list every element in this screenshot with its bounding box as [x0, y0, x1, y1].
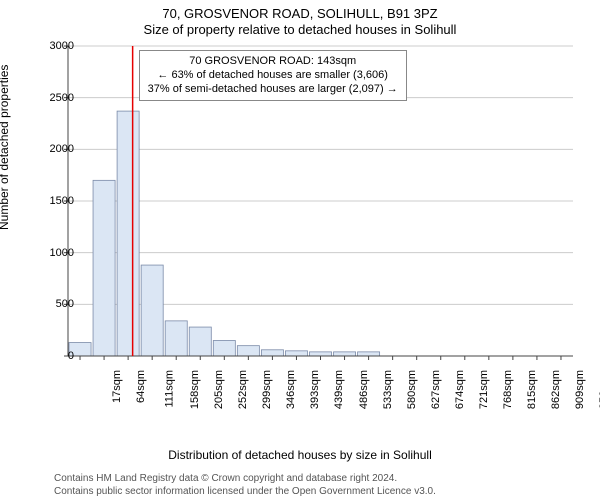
x-tick-label: 393sqm	[310, 370, 322, 409]
footer-attribution: Contains HM Land Registry data © Crown c…	[54, 473, 436, 498]
y-tick-label: 0	[36, 350, 74, 362]
y-tick-label: 500	[36, 298, 74, 310]
x-tick-label: 815sqm	[526, 370, 538, 409]
annotation-line3: 37% of semi-detached houses are larger (…	[148, 83, 398, 97]
annotation-line1: 70 GROSVENOR ROAD: 143sqm	[148, 55, 398, 69]
title-address: 70, GROSVENOR ROAD, SOLIHULL, B91 3PZ	[0, 6, 600, 21]
x-tick-label: 64sqm	[135, 370, 147, 403]
x-axis-label: Distribution of detached houses by size …	[0, 448, 600, 462]
x-tick-label: 909sqm	[574, 370, 586, 409]
y-axis-label: Number of detached properties	[0, 65, 11, 230]
x-tick-label: 486sqm	[358, 370, 370, 409]
chart-area: 70 GROSVENOR ROAD: 143sqm ← 63% of detac…	[60, 40, 580, 400]
x-tick-label: 674sqm	[454, 370, 466, 409]
footer-line1: Contains HM Land Registry data © Crown c…	[54, 473, 436, 486]
annotation-box: 70 GROSVENOR ROAD: 143sqm ← 63% of detac…	[139, 50, 407, 101]
x-tick-label: 158sqm	[189, 370, 201, 409]
x-tick-label: 862sqm	[550, 370, 562, 409]
y-tick-label: 3000	[36, 40, 74, 52]
x-tick-label: 346sqm	[285, 370, 297, 409]
x-tick-label: 580sqm	[406, 370, 418, 409]
x-tick-label: 627sqm	[430, 370, 442, 409]
title-subtitle: Size of property relative to detached ho…	[0, 22, 600, 37]
x-tick-label: 533sqm	[382, 370, 394, 409]
y-tick-label: 2500	[36, 92, 74, 104]
footer-line2: Contains public sector information licen…	[54, 486, 436, 499]
x-tick-label: 721sqm	[478, 370, 490, 409]
y-tick-label: 1500	[36, 195, 74, 207]
x-tick-label: 299sqm	[261, 370, 273, 409]
x-tick-label: 768sqm	[502, 370, 514, 409]
y-tick-label: 2000	[36, 143, 74, 155]
x-tick-label: 17sqm	[111, 370, 123, 403]
x-tick-label: 252sqm	[237, 370, 249, 409]
x-tick-label: 111sqm	[164, 370, 176, 408]
annotation-line2: ← 63% of detached houses are smaller (3,…	[148, 69, 398, 83]
x-tick-label: 439sqm	[334, 370, 346, 409]
x-tick-label: 205sqm	[213, 370, 225, 409]
y-tick-label: 1000	[36, 247, 74, 259]
